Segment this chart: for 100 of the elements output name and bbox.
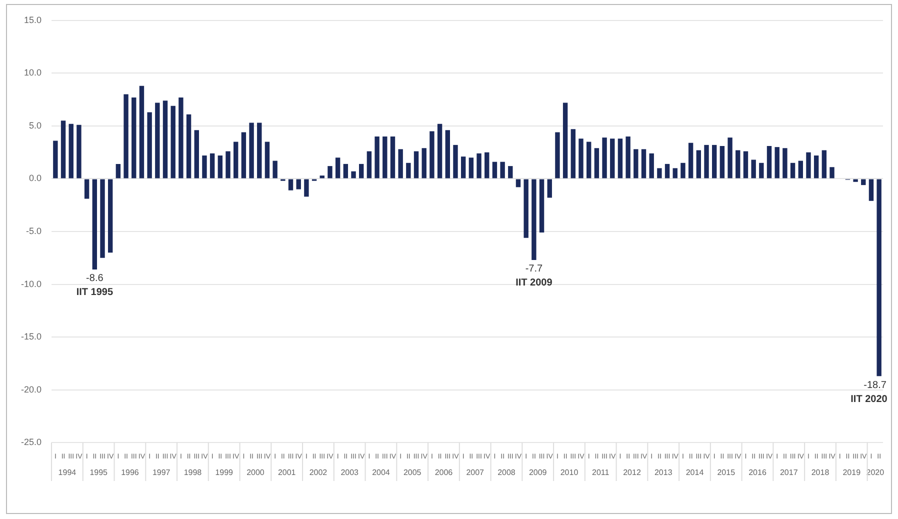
bar [366,151,372,178]
bar [76,124,82,178]
bar [194,130,199,178]
bar [696,150,702,178]
bar [594,148,600,178]
bar [234,142,238,178]
data-label: -18.7 [864,380,887,391]
bar [343,164,348,178]
bar [743,151,748,178]
bar [626,136,630,178]
bar [524,179,528,238]
bar [178,97,184,178]
text: 2002 [309,468,328,478]
bar [186,114,192,178]
bar [147,112,152,178]
bar [814,156,819,178]
bar [547,179,552,198]
annotation: IIT 1995 [76,287,114,298]
y-tick-label: -25.0 [21,437,42,448]
bar [139,86,144,178]
bar [822,150,827,178]
text: 2006 [434,468,454,478]
bar [272,160,278,178]
text: 2003 [340,468,360,478]
bar [602,138,607,178]
bar [453,144,458,178]
bar [688,142,694,178]
text: 1998 [184,468,202,478]
bar [382,136,388,178]
text: 1996 [121,468,140,478]
annotation: IIT 2020 [850,394,888,405]
bar [288,179,294,190]
bar [241,132,246,178]
text: 2016 [748,468,767,478]
bar [116,164,121,178]
y-tick-label: 15.0 [24,14,42,25]
text: 2012 [623,468,642,478]
bar [68,124,74,178]
bar [304,179,309,197]
bar [476,153,482,178]
bar [516,179,521,188]
text: 2009 [528,468,548,478]
bar [210,153,215,178]
bar [562,102,568,178]
bar [539,179,544,233]
y-tick-label: 0.0 [29,173,42,184]
bar [798,160,803,178]
bar [162,100,168,178]
bar [728,138,732,178]
bar [586,142,592,178]
bar [60,120,66,178]
bar [766,146,772,178]
text: 2018 [811,468,830,478]
bar [460,156,466,178]
text: 2017 [780,468,798,478]
y-tick-label: -20.0 [21,384,42,394]
bar [782,148,788,178]
bar [390,136,396,178]
bar [170,106,176,178]
bar [484,152,490,178]
bar [218,156,223,178]
text: 2011 [592,468,610,478]
bar [806,152,811,178]
text: 2010 [560,468,579,478]
text: 1999 [215,468,234,478]
text: 2019 [842,468,862,478]
bar [868,179,874,201]
bar [100,179,105,258]
text: 2014 [686,468,704,478]
bar [500,162,505,178]
bar [249,122,254,178]
bar [790,162,796,178]
text: 1997 [152,468,171,478]
text: 1994 [58,468,77,478]
bar [264,142,270,178]
bar [508,166,513,178]
text: 2000 [246,468,265,478]
bar [672,168,678,178]
bar [414,151,419,178]
bar [445,130,450,178]
bar [257,122,262,178]
y-tick-label: 10.0 [24,68,42,78]
bar [430,131,434,178]
bar [226,151,230,178]
bar [532,179,536,260]
y-tick-label: 5.0 [29,120,42,130]
text: 1995 [90,468,108,478]
bar [359,164,364,178]
text: 2008 [498,468,516,478]
bar [335,158,340,178]
bar [108,179,113,253]
bar [759,162,764,178]
bar [649,153,654,178]
y-tick-label: -10.0 [21,278,42,289]
bar [555,132,560,178]
bar [437,124,442,178]
y-tick-label: -5.0 [26,226,42,236]
bar [736,150,740,178]
y-tick-label: -15.0 [21,332,42,342]
bar [830,167,834,178]
